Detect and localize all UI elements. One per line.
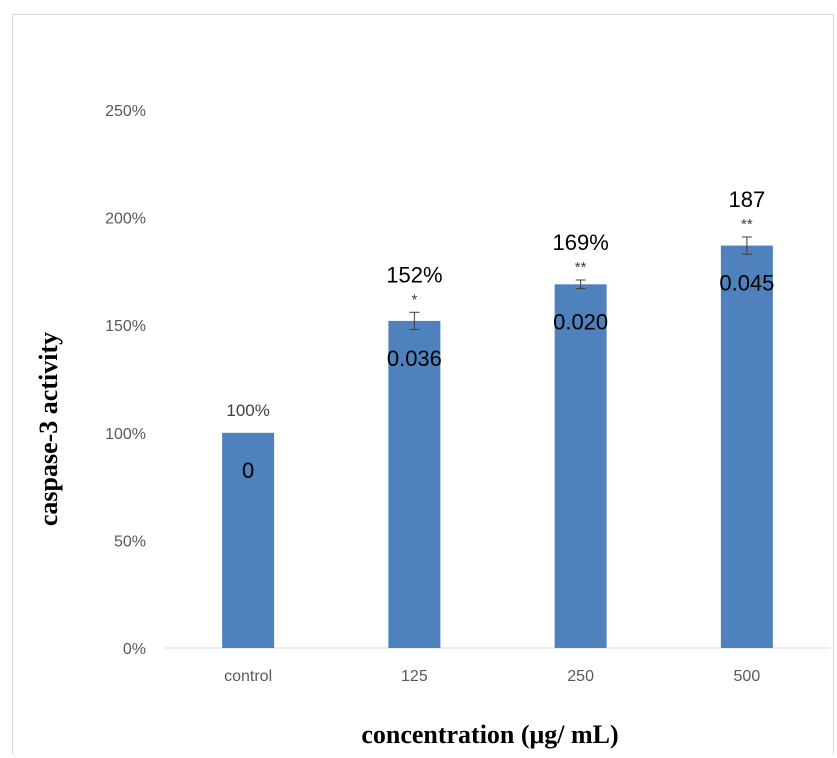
x-tick-label: 250 (567, 668, 594, 685)
p-value-label: 0 (242, 458, 254, 483)
data-label: 152% (386, 262, 442, 287)
data-label: 169% (552, 230, 608, 255)
y-tick-label: 100% (105, 426, 146, 443)
p-value-label: 0.045 (719, 271, 774, 296)
significance-marker: ** (575, 259, 587, 276)
data-label: 187 (729, 187, 766, 212)
p-value-label: 0.036 (387, 346, 442, 371)
chart-frame (12, 14, 834, 754)
y-tick-label: 0% (123, 641, 146, 658)
significance-marker: * (411, 291, 417, 308)
y-tick-label: 50% (114, 533, 146, 550)
y-tick-label: 150% (105, 318, 146, 335)
bar (222, 432, 275, 648)
y-tick-label: 200% (105, 211, 146, 228)
bar (720, 245, 773, 649)
y-axis-title: caspase-3 activity (34, 332, 63, 526)
p-value-label: 0.020 (553, 309, 608, 334)
x-tick-label: 500 (734, 668, 761, 685)
significance-marker: ** (741, 216, 753, 233)
data-label: 100% (226, 401, 269, 420)
bar (554, 284, 607, 648)
x-tick-label: 125 (401, 668, 428, 685)
bar (388, 320, 441, 648)
x-axis-title: concentration (μg/ mL) (361, 720, 618, 749)
x-tick-label: control (224, 668, 272, 685)
y-tick-label: 250% (105, 103, 146, 120)
